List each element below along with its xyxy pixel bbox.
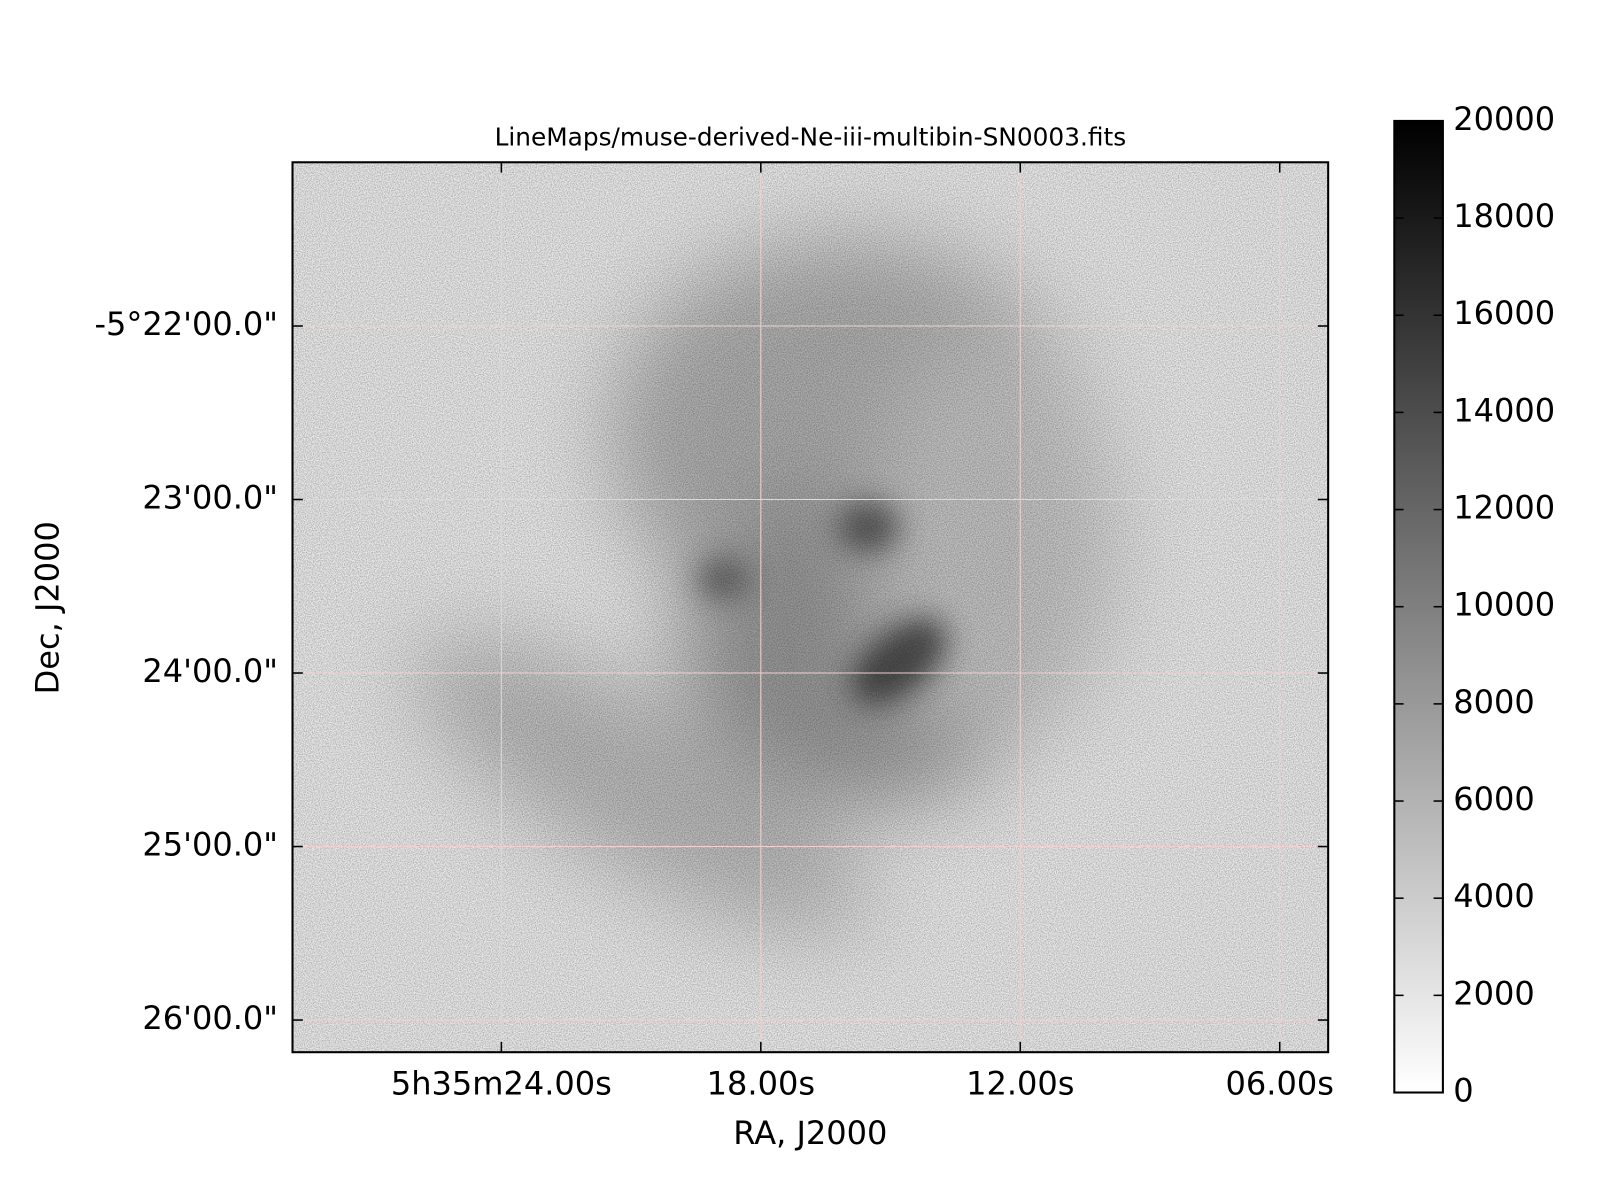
chart-title: LineMaps/muse-derived-Ne-iii-multibin-SN…	[495, 123, 1127, 152]
x-axis-label: RA, J2000	[733, 1114, 887, 1152]
x-tick-label: 06.00s	[1226, 1064, 1334, 1102]
colorbar-tick-label: 10000	[1453, 586, 1555, 624]
plot-frame	[291, 161, 1330, 1054]
colorbar-tick-label: 18000	[1453, 197, 1555, 235]
colorbar-tick-label: 0	[1453, 1072, 1473, 1110]
colorbar-tick-label: 8000	[1453, 683, 1535, 721]
colorbar-tick-label: 2000	[1453, 974, 1535, 1012]
y-tick-label: 26'00.0"	[142, 999, 278, 1037]
y-tick-label: 23'00.0"	[142, 479, 278, 517]
y-axis-label: Dec, J2000	[29, 521, 67, 694]
colorbar-tick-label: 6000	[1453, 780, 1535, 818]
image	[292, 162, 1329, 1053]
colorbar-tick-label: 16000	[1453, 294, 1555, 332]
colorbar-tick-label: 20000	[1453, 100, 1555, 138]
colorbar-tick-label: 12000	[1453, 489, 1555, 527]
y-tick-label: -5°22'00.0"	[94, 305, 278, 343]
colorbar-tick-label: 14000	[1453, 391, 1555, 429]
x-tick-label: 5h35m24.00s	[391, 1064, 612, 1102]
y-tick-label: 25'00.0"	[142, 826, 278, 864]
y-tick-label: 24'00.0"	[142, 652, 278, 690]
colorbar-tick-label: 4000	[1453, 877, 1535, 915]
x-tick-label: 18.00s	[707, 1064, 815, 1102]
x-tick-label: 12.00s	[966, 1064, 1074, 1102]
